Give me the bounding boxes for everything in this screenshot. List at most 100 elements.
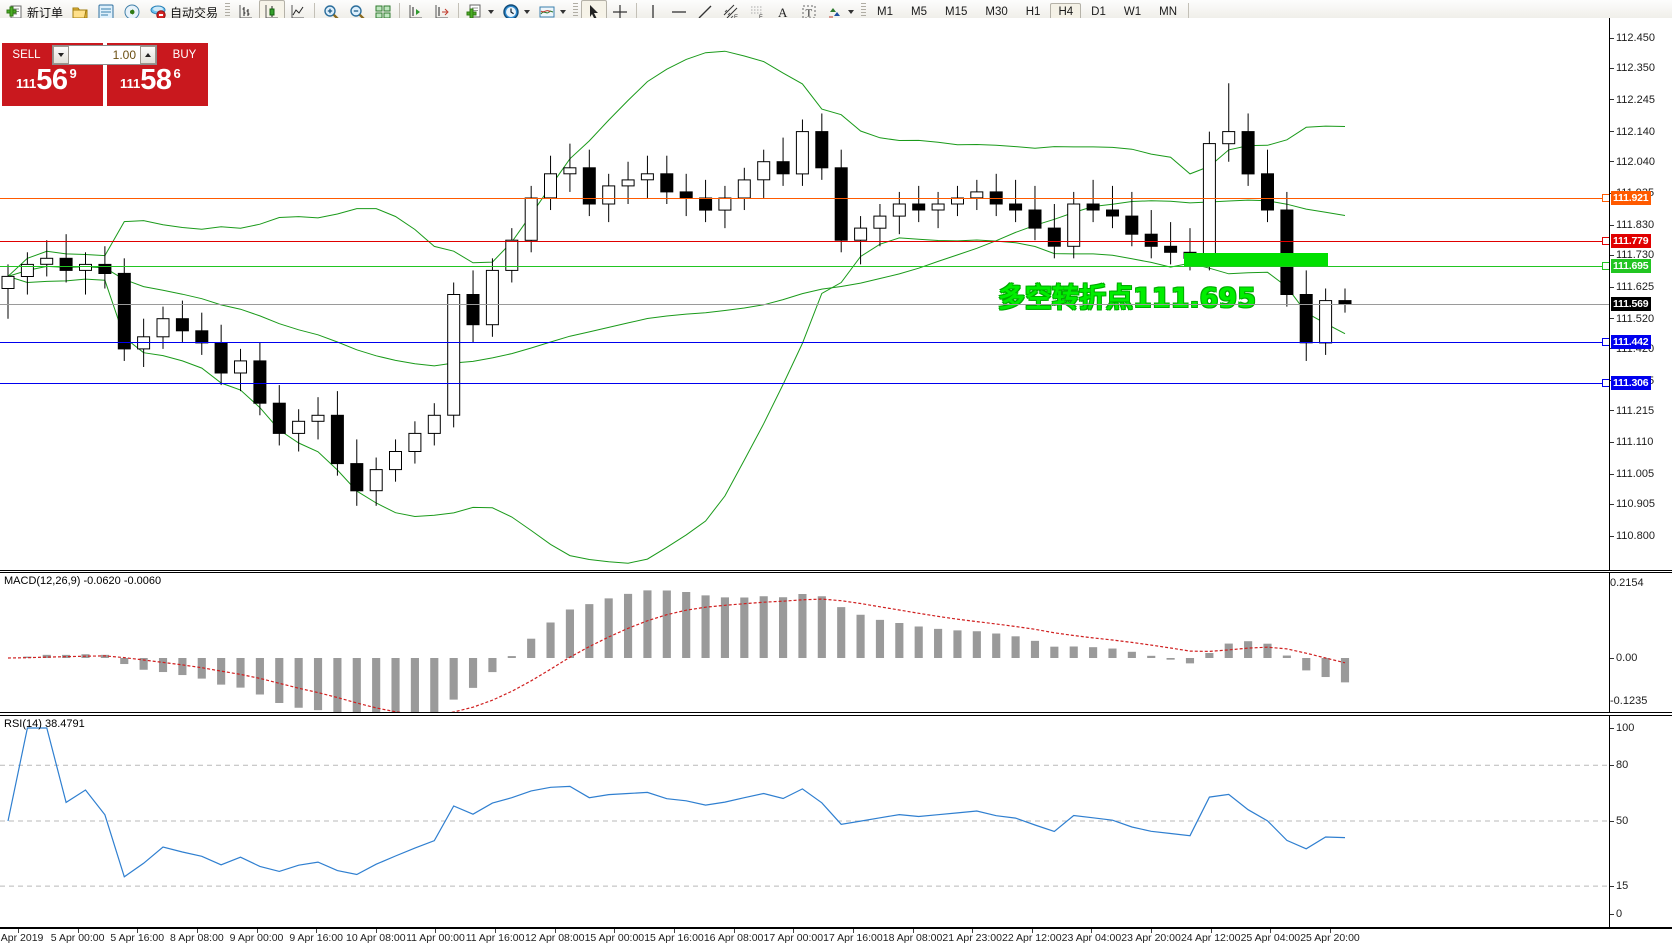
rsi-tick-label: 15 xyxy=(1610,880,1628,892)
rsi-tick-label: 100 xyxy=(1610,722,1634,734)
price-tick-label: 110.905 xyxy=(1610,498,1655,510)
buy-price-main: 58 xyxy=(140,64,172,96)
period-button[interactable] xyxy=(498,0,534,24)
time-tick-mark xyxy=(1091,929,1093,933)
vertical-line-button[interactable] xyxy=(640,0,666,24)
chevron-down-icon[interactable] xyxy=(560,10,567,14)
toolbar-grip[interactable] xyxy=(225,2,231,22)
one-click-trading-panel[interactable]: SELL BUY 1.00 111 56 9 111 58 6 xyxy=(2,43,209,106)
timeframe-button-m15[interactable]: M15 xyxy=(945,6,968,18)
time-tick-label: 12 Apr 08:00 xyxy=(524,932,585,944)
time-axis[interactable]: 4 Apr 2019 5 Apr 00:00 5 Apr 16:00 8 Apr 08… xyxy=(0,928,1672,947)
price-tick-label: 112.040 xyxy=(1610,156,1655,168)
cursor-icon xyxy=(590,5,599,19)
volume-increase-button[interactable] xyxy=(140,46,156,64)
macd-plot-area[interactable] xyxy=(0,573,1609,712)
price-level-line-111.695[interactable] xyxy=(0,265,1609,267)
price-level-label-111.306[interactable]: 111.306 xyxy=(1611,376,1652,391)
buy-price-prefix: 111 xyxy=(120,76,141,91)
horizontal-line-button[interactable] xyxy=(666,0,692,24)
time-tick-label: 17 Apr 00:00 xyxy=(763,932,824,944)
price-level-line-111.779[interactable] xyxy=(0,240,1609,242)
templates-button[interactable] xyxy=(534,0,570,24)
toolbar-grip[interactable] xyxy=(573,2,579,22)
new-order-icon xyxy=(6,5,22,19)
time-tick-label: 23 Apr 20:00 xyxy=(1121,932,1181,944)
price-level-line-111.442[interactable] xyxy=(0,342,1609,344)
timeframe-button-mn[interactable]: MN xyxy=(1159,6,1177,18)
price-level-handle-111.695[interactable] xyxy=(1602,261,1609,270)
time-tick-label: 24 Apr 12:00 xyxy=(1180,932,1241,944)
timeframe-button-d1[interactable]: D1 xyxy=(1091,6,1106,18)
autotrade-button[interactable]: 自动交易 xyxy=(145,0,222,24)
crosshair-icon xyxy=(613,5,628,19)
toolbar-grip[interactable] xyxy=(861,2,867,22)
time-tick-label: 25 Apr 20:00 xyxy=(1300,932,1360,944)
volume-value[interactable]: 1.00 xyxy=(112,48,136,62)
text-tool-button[interactable]: A xyxy=(770,0,796,24)
price-tick-label: 111.215 xyxy=(1610,405,1654,417)
price-chart-pane[interactable]: 多空转折点111.695 112.450 112.350 112.245 112.14… xyxy=(0,18,1672,571)
time-tick-mark xyxy=(912,929,914,933)
time-tick-label: 9 Apr 16:00 xyxy=(289,932,344,944)
timeframe-button-m30[interactable]: M30 xyxy=(985,6,1008,18)
price-level-line-111.306[interactable] xyxy=(0,383,1609,385)
price-y-axis[interactable]: 112.450 112.350 112.245 112.140 112.040 111.9… xyxy=(1609,18,1672,570)
arrows-icon xyxy=(829,8,841,18)
time-tick-label: 25 Apr 04:00 xyxy=(1240,932,1301,944)
price-level-label-111.779[interactable]: 111.779 xyxy=(1611,233,1652,248)
sell-button[interactable]: SELL xyxy=(4,46,49,64)
rsi-plot-area[interactable] xyxy=(0,716,1609,927)
price-level-handle-111.921[interactable] xyxy=(1602,193,1609,202)
buy-button[interactable]: BUY xyxy=(162,46,207,64)
navigator-button[interactable] xyxy=(119,0,145,24)
price-plot-area[interactable]: 多空转折点111.695 xyxy=(0,18,1609,570)
time-tick-label: 11 Apr 00:00 xyxy=(406,932,465,944)
macd-tick-label: 0.2154 xyxy=(1610,577,1644,589)
toolbar-separator xyxy=(314,2,316,22)
rsi-tick-label: 50 xyxy=(1610,815,1628,827)
rsi-y-axis[interactable]: 100 80 50 15 0 xyxy=(1609,716,1672,927)
market-watch-button[interactable] xyxy=(67,0,93,24)
time-tick-mark xyxy=(316,929,318,933)
time-tick-label: 17 Apr 16:00 xyxy=(823,932,883,944)
price-level-handle-111.779[interactable] xyxy=(1602,236,1609,245)
folder-icon xyxy=(72,7,88,19)
rsi-tick-label: 0 xyxy=(1610,908,1622,920)
sell-price-main: 56 xyxy=(36,64,68,96)
macd-y-axis[interactable]: 0.2154 0.00 -0.1235 xyxy=(1609,573,1672,712)
sell-price: 111 56 9 xyxy=(16,65,77,95)
price-level-line-111.921[interactable] xyxy=(0,197,1609,199)
trendline-button[interactable] xyxy=(692,0,718,24)
time-tick-mark xyxy=(137,929,139,933)
rsi-tick-label: 80 xyxy=(1610,759,1628,771)
volume-decrease-button[interactable] xyxy=(53,46,69,64)
timeframe-button-h1[interactable]: H1 xyxy=(1025,6,1041,18)
price-level-handle-111.442[interactable] xyxy=(1602,338,1609,347)
add-indicator-button[interactable] xyxy=(462,0,498,24)
price-level-handle-111.306[interactable] xyxy=(1602,379,1609,388)
new-order-button[interactable]: 新订单 xyxy=(2,0,67,24)
chevron-down-icon[interactable] xyxy=(848,10,855,14)
time-tick-label: 10 Apr 08:00 xyxy=(346,932,406,944)
timeframe-button-w1[interactable]: W1 xyxy=(1123,6,1142,18)
time-tick-label: 5 Apr 00:00 xyxy=(50,932,105,944)
price-level-label-111.569[interactable]: 111.569 xyxy=(1611,296,1652,311)
chevron-down-icon[interactable] xyxy=(524,10,531,14)
price-level-label-111.442[interactable]: 111.442 xyxy=(1611,335,1652,350)
rsi-pane[interactable]: 100 80 50 15 0 RSI(14) 38.4791 xyxy=(0,715,1672,928)
price-level-label-111.921[interactable]: 111.921 xyxy=(1611,190,1652,205)
svg-text:A: A xyxy=(778,5,788,20)
macd-pane[interactable]: 0.2154 0.00 -0.1235 MACD(12,26,9) -0.0620 … xyxy=(0,572,1672,713)
volume-stepper[interactable]: 1.00 xyxy=(52,45,157,65)
timeframe-button-m1[interactable]: M1 xyxy=(877,6,894,18)
crosshair-tool-button[interactable] xyxy=(607,0,633,24)
price-level-line-111.569[interactable] xyxy=(0,303,1609,305)
price-level-label-111.695[interactable]: 111.695 xyxy=(1611,258,1652,273)
time-tick-mark xyxy=(77,929,79,933)
horizontal-line-icon xyxy=(672,11,687,13)
timeframe-button-m5[interactable]: M5 xyxy=(911,6,927,18)
arrows-button[interactable] xyxy=(822,0,858,24)
chevron-down-icon[interactable] xyxy=(488,10,495,14)
time-tick-mark xyxy=(554,929,556,933)
